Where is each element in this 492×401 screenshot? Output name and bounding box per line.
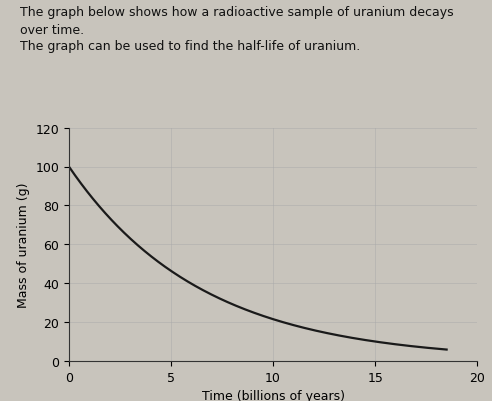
- Text: The graph below shows how a radioactive sample of uranium decays: The graph below shows how a radioactive …: [20, 6, 453, 19]
- Text: over time.: over time.: [20, 24, 84, 37]
- Text: The graph can be used to find the half-life of uranium.: The graph can be used to find the half-l…: [20, 40, 360, 53]
- Y-axis label: Mass of uranium (g): Mass of uranium (g): [17, 182, 30, 307]
- X-axis label: Time (billions of years): Time (billions of years): [202, 389, 344, 401]
